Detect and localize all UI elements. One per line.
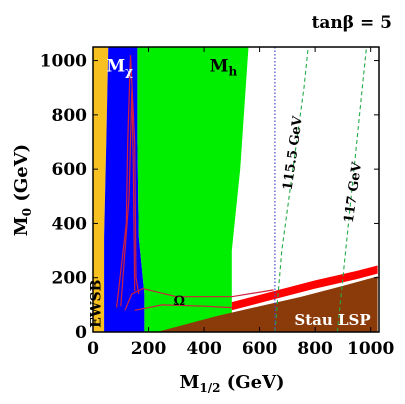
x-tick-label: 1000 <box>347 339 394 359</box>
chart-title: tanβ = 5 <box>312 13 392 33</box>
label-omega: Ω <box>174 294 186 309</box>
y-tick-label: 1000 <box>40 52 87 72</box>
contour-layer <box>116 47 368 332</box>
x-tick-label: 0 <box>87 339 99 359</box>
x-axis-title: M1/2 (GeV) <box>179 372 284 395</box>
region-m_h <box>137 47 249 332</box>
x-tick-label: 600 <box>242 339 278 359</box>
label-m-h: Mh <box>210 56 238 78</box>
contour-m_chi_contour_inner <box>120 87 136 307</box>
label-mh-117: 117 GeV <box>342 160 365 224</box>
contour-omega_contour_lower <box>134 304 232 311</box>
region-layer <box>93 47 378 332</box>
label-ewsb: EWSB <box>88 279 104 328</box>
contour-mh_117 <box>336 47 368 332</box>
y-axis-title: M0 (GeV) <box>11 144 34 236</box>
region-stau_lsp <box>156 276 378 332</box>
x-tick-label: 800 <box>297 339 333 359</box>
label-m-chi: Mχ <box>106 56 133 78</box>
region-omega_band <box>231 265 378 311</box>
contour-m_chi_contour <box>116 55 140 308</box>
y-tick-label: 0 <box>75 323 87 343</box>
y-tick-label: 200 <box>52 269 88 289</box>
contour-mh_115_5 <box>274 47 309 332</box>
label-stau-lsp: Stau LSP <box>294 311 370 329</box>
y-tick-label: 800 <box>52 106 88 126</box>
region-ewsb <box>93 47 109 332</box>
contour-omega_contour <box>124 287 274 311</box>
y-tick-label: 600 <box>52 160 88 180</box>
x-tick-label: 400 <box>186 339 222 359</box>
y-tick-label: 400 <box>52 214 88 234</box>
axis-ticks: 0 200 400 600 800 1000 0 200 400 600 800 1000 <box>40 47 394 359</box>
plot-frame <box>92 46 380 333</box>
label-mh-115-5: 115.5 GeV <box>281 114 306 191</box>
x-tick-label: 200 <box>131 339 167 359</box>
